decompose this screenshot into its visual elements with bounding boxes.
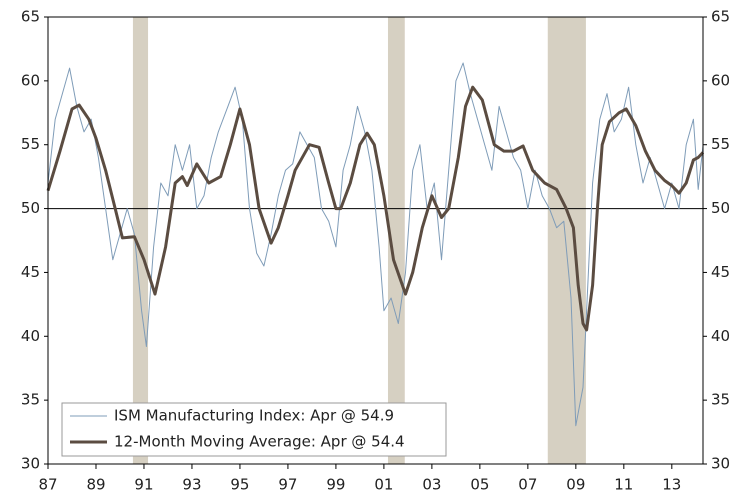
y2-tick-label: 55 — [711, 135, 730, 153]
y-tick-label: 55 — [21, 135, 40, 153]
y2-tick-label: 45 — [711, 263, 730, 281]
y2-tick-label: 65 — [711, 8, 730, 26]
x-tick-label: 11 — [614, 476, 633, 494]
legend-box — [61, 402, 447, 457]
y2-tick-label: 50 — [711, 199, 730, 217]
legend-label: ISM Manufacturing Index: Apr @ 54.9 — [114, 407, 394, 425]
x-tick-label: 93 — [182, 476, 201, 494]
recession-band — [547, 17, 586, 464]
legend-label: 12-Month Moving Average: Apr @ 54.4 — [114, 433, 405, 451]
x-tick-label: 91 — [134, 476, 153, 494]
recession-band — [132, 17, 149, 464]
y2-tick-label: 30 — [711, 455, 730, 473]
x-tick-label: 07 — [518, 476, 537, 494]
x-tick-label: 89 — [86, 476, 105, 494]
y-tick-label: 45 — [21, 263, 40, 281]
x-tick-label: 05 — [470, 476, 489, 494]
y2-tick-label: 35 — [711, 391, 730, 409]
x-tick-label: 87 — [38, 476, 57, 494]
series-line — [47, 62, 704, 427]
x-tick-label: 03 — [422, 476, 441, 494]
y-tick-label: 50 — [21, 199, 40, 217]
x-tick-label: 95 — [230, 476, 249, 494]
y2-tick-label: 40 — [711, 327, 730, 345]
x-tick-label: 01 — [374, 476, 393, 494]
recession-band — [387, 17, 405, 464]
x-tick-label: 99 — [326, 476, 345, 494]
y-tick-label: 65 — [21, 8, 40, 26]
x-tick-label: 09 — [566, 476, 585, 494]
y-tick-label: 60 — [21, 71, 40, 89]
x-tick-label: 97 — [278, 476, 297, 494]
series-line — [46, 85, 705, 332]
y-tick-label: 30 — [21, 455, 40, 473]
y-tick-label: 40 — [21, 327, 40, 345]
y-tick-label: 35 — [21, 391, 40, 409]
x-tick-label: 13 — [662, 476, 681, 494]
plot-frame — [47, 16, 704, 465]
y2-tick-label: 60 — [711, 71, 730, 89]
